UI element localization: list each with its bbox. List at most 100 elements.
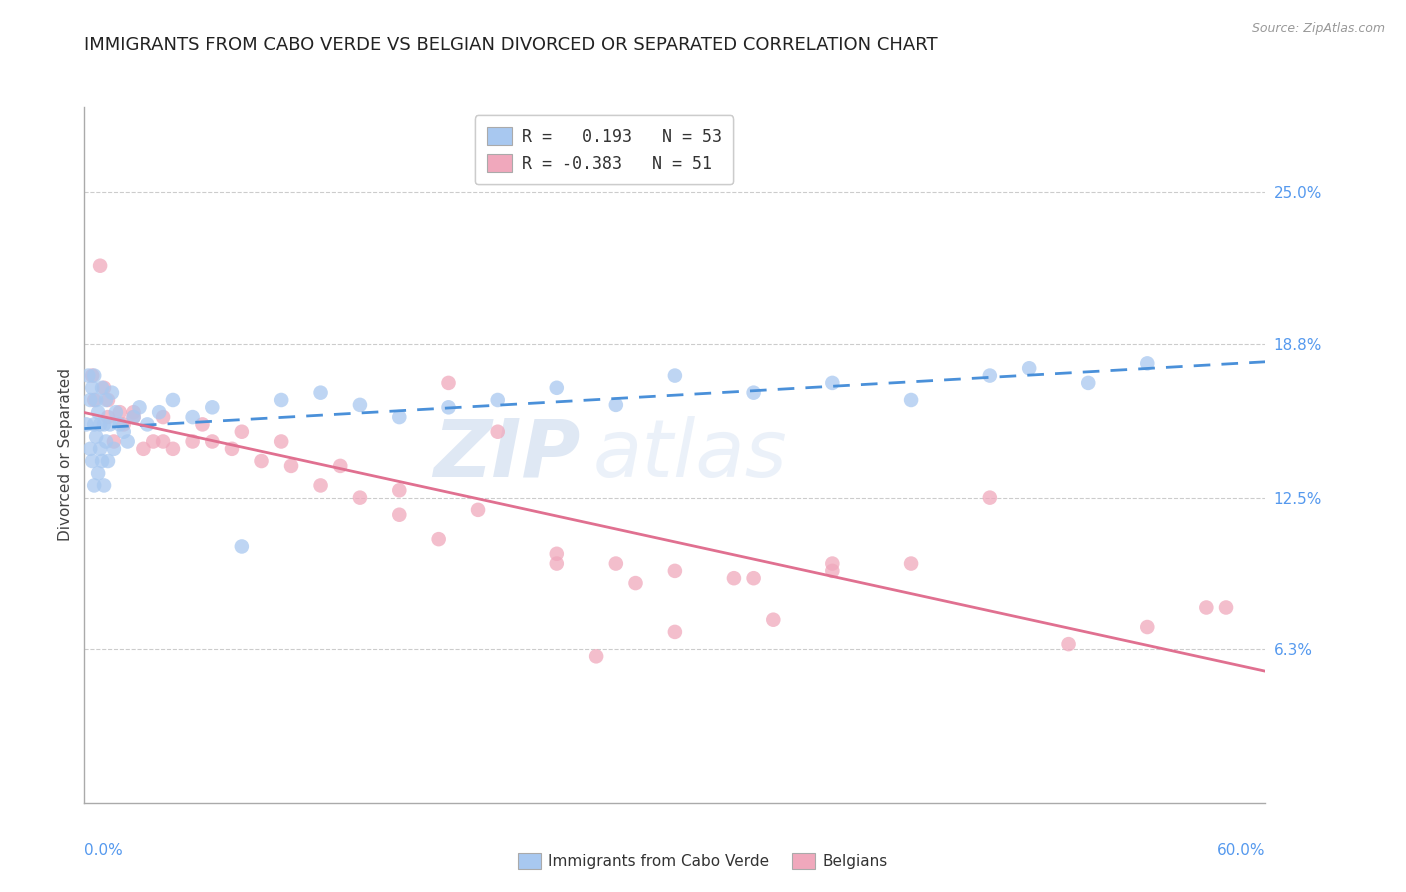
Point: [437, 401, 460, 415]
Point: [979, 491, 1001, 505]
Point: [91, 454, 114, 468]
Point: [821, 376, 844, 390]
Point: [1057, 637, 1080, 651]
Point: [546, 381, 568, 395]
Point: [349, 398, 371, 412]
Point: [79, 392, 101, 407]
Point: [89, 259, 111, 273]
Point: [75, 417, 97, 432]
Point: [83, 417, 105, 432]
Point: [142, 434, 165, 449]
Point: [762, 613, 785, 627]
Point: [82, 368, 104, 383]
Point: [87, 467, 110, 481]
Point: [112, 425, 135, 439]
Point: [1136, 356, 1159, 370]
Point: [900, 557, 922, 571]
Point: [388, 508, 411, 522]
Point: [427, 532, 450, 546]
Point: [79, 442, 101, 456]
Point: [162, 392, 184, 407]
Point: [605, 398, 627, 412]
Point: [742, 571, 765, 585]
Point: [1195, 600, 1218, 615]
Point: [201, 434, 224, 449]
Point: [181, 434, 204, 449]
Point: [329, 458, 352, 473]
Y-axis label: Divorced or Separated: Divorced or Separated: [58, 368, 73, 541]
Point: [1018, 361, 1040, 376]
Point: [89, 417, 111, 432]
Point: [1077, 376, 1099, 390]
Text: ZIP: ZIP: [433, 416, 581, 494]
Point: [122, 410, 145, 425]
Point: [117, 434, 139, 449]
Point: [97, 410, 120, 425]
Point: [624, 576, 647, 591]
Point: [77, 368, 100, 383]
Point: [98, 417, 121, 432]
Text: Source: ZipAtlas.com: Source: ZipAtlas.com: [1251, 22, 1385, 36]
Point: [742, 385, 765, 400]
Point: [280, 458, 302, 473]
Point: [546, 557, 568, 571]
Point: [486, 392, 509, 407]
Point: [270, 434, 292, 449]
Point: [122, 405, 145, 419]
Point: [309, 478, 332, 492]
Point: [821, 557, 844, 571]
Point: [388, 410, 411, 425]
Text: 60.0%: 60.0%: [1218, 843, 1265, 858]
Point: [122, 410, 145, 425]
Text: atlas: atlas: [592, 416, 787, 494]
Point: [152, 434, 174, 449]
Point: [723, 571, 745, 585]
Point: [231, 540, 253, 554]
Point: [181, 410, 204, 425]
Point: [91, 381, 114, 395]
Point: [388, 483, 411, 498]
Point: [84, 429, 107, 443]
Point: [162, 442, 184, 456]
Point: [900, 392, 922, 407]
Point: [136, 417, 159, 432]
Point: [84, 392, 107, 407]
Point: [1215, 600, 1237, 615]
Point: [221, 442, 243, 456]
Point: [83, 392, 105, 407]
Point: [83, 368, 105, 383]
Point: [250, 454, 273, 468]
Point: [87, 405, 110, 419]
Point: [108, 405, 131, 419]
Point: [148, 405, 170, 419]
Text: IMMIGRANTS FROM CABO VERDE VS BELGIAN DIVORCED OR SEPARATED CORRELATION CHART: IMMIGRANTS FROM CABO VERDE VS BELGIAN DI…: [84, 36, 938, 54]
Point: [191, 417, 214, 432]
Point: [605, 557, 627, 571]
Point: [112, 417, 135, 432]
Point: [94, 392, 117, 407]
Point: [201, 401, 224, 415]
Point: [93, 381, 115, 395]
Point: [270, 392, 292, 407]
Point: [104, 405, 127, 419]
Point: [664, 624, 686, 639]
Point: [437, 376, 460, 390]
Point: [309, 385, 332, 400]
Point: [82, 381, 104, 395]
Point: [94, 434, 117, 449]
Point: [467, 503, 489, 517]
Point: [97, 454, 120, 468]
Point: [486, 425, 509, 439]
Point: [89, 442, 111, 456]
Point: [231, 425, 253, 439]
Legend: R =   0.193   N = 53, R = -0.383   N = 51: R = 0.193 N = 53, R = -0.383 N = 51: [475, 115, 733, 185]
Point: [585, 649, 607, 664]
Point: [132, 442, 155, 456]
Point: [349, 491, 371, 505]
Point: [83, 478, 105, 492]
Point: [97, 392, 120, 407]
Point: [546, 547, 568, 561]
Point: [1136, 620, 1159, 634]
Point: [93, 417, 115, 432]
Legend: Immigrants from Cabo Verde, Belgians: Immigrants from Cabo Verde, Belgians: [512, 847, 894, 875]
